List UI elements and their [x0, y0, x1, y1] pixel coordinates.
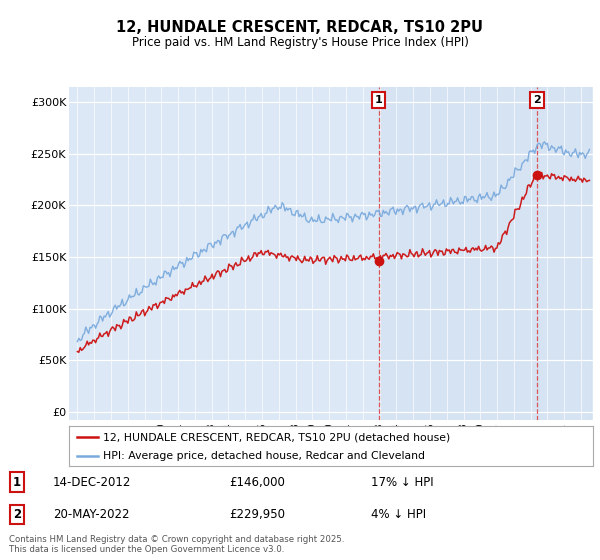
- Text: Contains HM Land Registry data © Crown copyright and database right 2025.: Contains HM Land Registry data © Crown c…: [9, 535, 344, 544]
- Text: Price paid vs. HM Land Registry's House Price Index (HPI): Price paid vs. HM Land Registry's House …: [131, 36, 469, 49]
- Text: 12, HUNDALE CRESCENT, REDCAR, TS10 2PU: 12, HUNDALE CRESCENT, REDCAR, TS10 2PU: [116, 20, 484, 35]
- Text: 2: 2: [13, 508, 21, 521]
- Text: 1: 1: [375, 95, 383, 105]
- Text: 20-MAY-2022: 20-MAY-2022: [53, 508, 130, 521]
- Text: 4% ↓ HPI: 4% ↓ HPI: [371, 508, 425, 521]
- Text: HPI: Average price, detached house, Redcar and Cleveland: HPI: Average price, detached house, Redc…: [103, 451, 425, 461]
- Text: 17% ↓ HPI: 17% ↓ HPI: [371, 475, 433, 489]
- Bar: [379, 87, 591, 420]
- Text: 12, HUNDALE CRESCENT, REDCAR, TS10 2PU (detached house): 12, HUNDALE CRESCENT, REDCAR, TS10 2PU (…: [103, 432, 450, 442]
- Text: 1: 1: [13, 475, 21, 489]
- Text: £229,950: £229,950: [229, 508, 286, 521]
- Text: 14-DEC-2012: 14-DEC-2012: [53, 475, 131, 489]
- Text: £146,000: £146,000: [229, 475, 286, 489]
- Text: This data is licensed under the Open Government Licence v3.0.: This data is licensed under the Open Gov…: [9, 545, 284, 554]
- Text: 2: 2: [533, 95, 541, 105]
